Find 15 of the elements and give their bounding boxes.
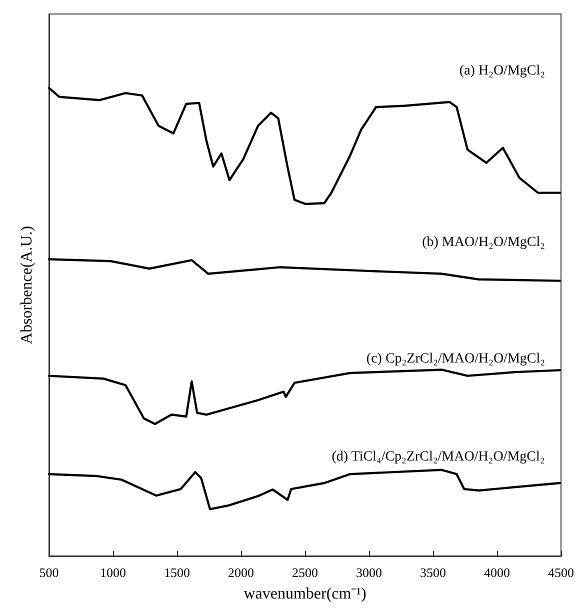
series-label: (a) H₂O/MgCl₂ — [459, 63, 546, 78]
x-tick-label: 1500 — [164, 565, 190, 580]
x-axis-title: wavenumber(cm⁻¹) — [244, 586, 366, 602]
x-tick-label: 4000 — [484, 565, 510, 580]
x-tick-label: 2000 — [228, 565, 254, 580]
x-tick-label: 500 — [39, 565, 59, 580]
y-axis-title: Absorbence(A.U.) — [18, 226, 36, 344]
x-tick-label: 4500 — [548, 565, 574, 580]
series-label: (c) Cp₂ZrCl₂/MAO/H₂O/MgCl₂ — [366, 351, 546, 366]
x-tick-label: 3500 — [420, 565, 446, 580]
x-tick-label: 3000 — [356, 565, 382, 580]
series-label: (b) MAO/H₂O/MgCl₂ — [422, 234, 546, 250]
series-label: (d) TiCl₄/Cp₂ZrCl₂/MAO/H₂O/MgCl₂ — [332, 450, 545, 465]
x-tick-label: 1000 — [100, 565, 126, 580]
x-tick-label: 2500 — [292, 565, 318, 580]
